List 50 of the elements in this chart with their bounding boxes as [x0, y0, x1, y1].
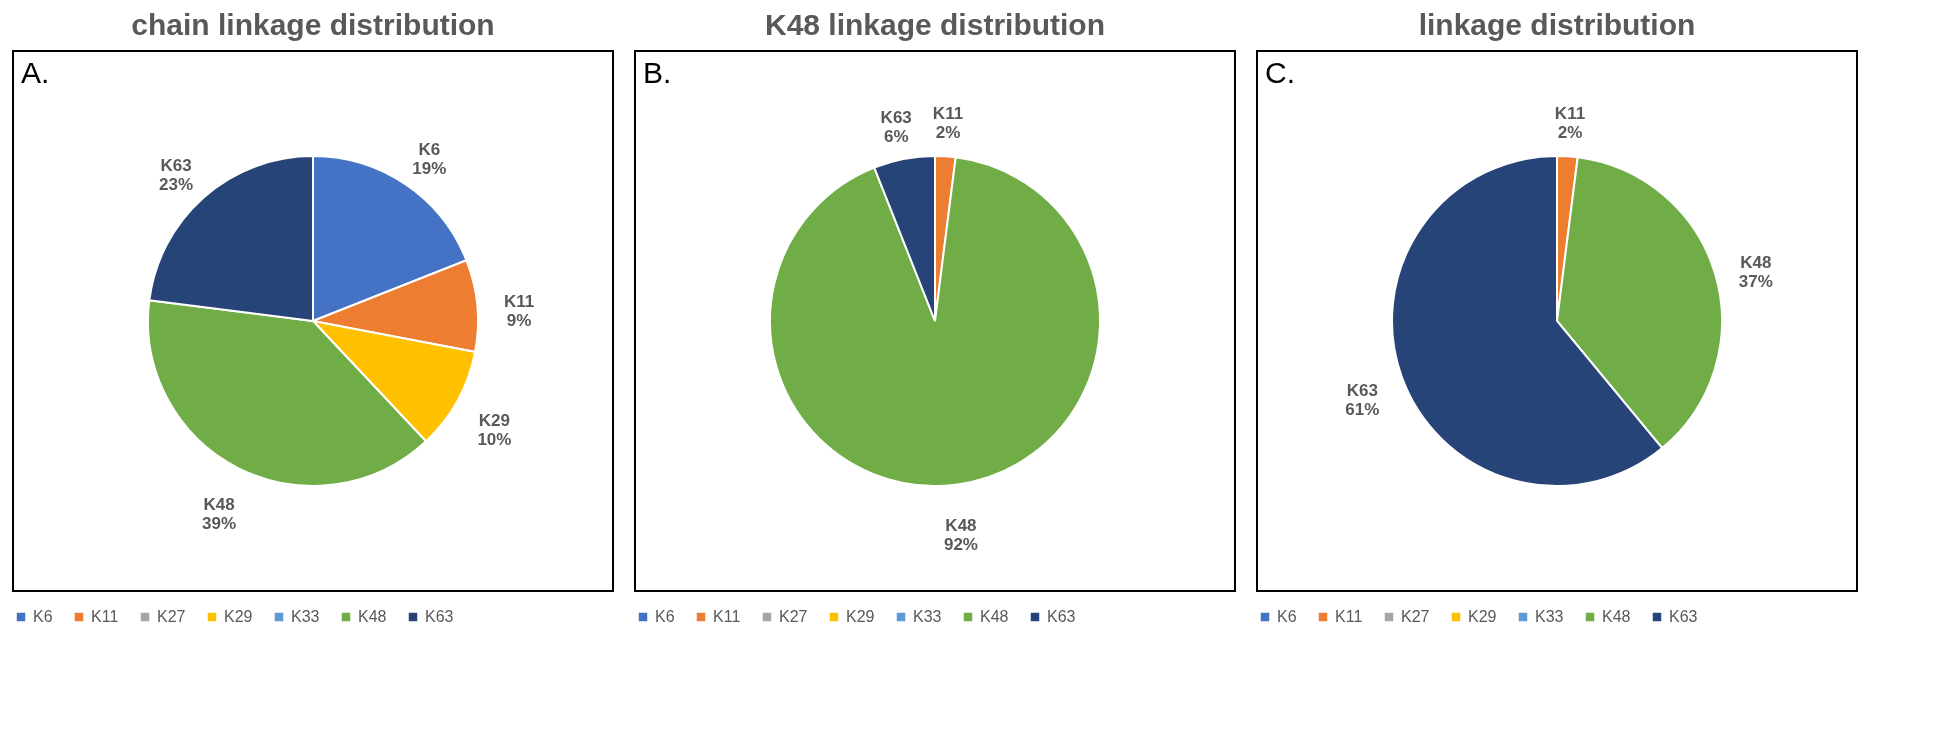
legend-label: K29	[846, 608, 875, 625]
data-label: 10%	[477, 429, 512, 449]
legend-label: K11	[1335, 608, 1363, 625]
legend-label: K27	[1401, 608, 1430, 625]
legend-label: K6	[655, 608, 675, 625]
legend-label: K63	[425, 608, 454, 625]
legend-label: K27	[779, 608, 808, 625]
legend-label: K33	[291, 608, 320, 625]
slice-label: K63	[1346, 381, 1378, 401]
legend-label: K48	[358, 608, 387, 625]
data-label: 19%	[412, 158, 447, 178]
legend-label: K48	[1602, 608, 1631, 625]
slice-label: K63	[160, 155, 192, 175]
chart-title: linkage distribution	[1418, 8, 1696, 41]
legend-label: K33	[913, 608, 942, 625]
data-label: 23%	[159, 174, 194, 194]
slice-label: K48	[203, 495, 235, 515]
slice-label: K29	[478, 410, 510, 430]
data-label: 2%	[935, 123, 961, 143]
legend-label: K33	[1535, 608, 1564, 625]
data-label: 9%	[506, 310, 532, 330]
legend-label: K29	[1468, 608, 1497, 625]
legend-label: K27	[157, 608, 186, 625]
legend-label: K48	[980, 608, 1009, 625]
data-label: 92%	[943, 535, 978, 555]
slice-label: K11	[932, 104, 964, 124]
text: B.	[643, 56, 672, 89]
slice-label: K11	[503, 291, 535, 311]
slice-label: K11	[1554, 104, 1586, 124]
slice-label: K63	[880, 107, 912, 127]
text: C.	[1265, 56, 1295, 89]
data-label: 61%	[1345, 400, 1380, 420]
legend-label: K29	[224, 608, 253, 625]
legend-label: K11	[91, 608, 119, 625]
text: A.	[21, 56, 50, 89]
legend-label: K11	[713, 608, 741, 625]
chart-title: K48 linkage distribution	[764, 8, 1106, 41]
slice-label: K6	[418, 139, 441, 159]
data-label: 37%	[1738, 272, 1773, 292]
legend-label: K6	[1277, 608, 1297, 625]
legend-label: K6	[33, 608, 53, 625]
slice-label: K48	[945, 516, 977, 536]
data-label: 2%	[1557, 123, 1583, 143]
legend-label: K63	[1669, 608, 1698, 625]
data-label: 6%	[883, 126, 909, 146]
legend-label: K63	[1047, 608, 1076, 625]
chart-title: chain linkage distribution	[131, 8, 495, 41]
data-label: 39%	[202, 514, 237, 534]
pie-slice	[769, 156, 1101, 487]
slice-label: K48	[1740, 253, 1772, 273]
